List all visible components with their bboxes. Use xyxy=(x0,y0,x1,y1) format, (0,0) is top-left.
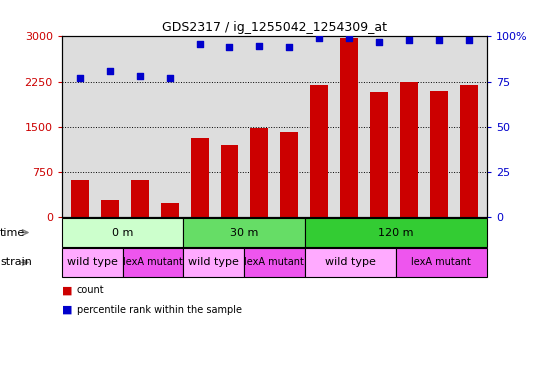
Text: percentile rank within the sample: percentile rank within the sample xyxy=(77,305,242,314)
Bar xyxy=(101,200,119,217)
Bar xyxy=(71,180,89,217)
Point xyxy=(315,35,323,41)
Bar xyxy=(131,180,148,217)
Bar xyxy=(161,203,179,217)
Text: wild type: wild type xyxy=(188,257,239,268)
Point xyxy=(136,73,144,79)
Point xyxy=(165,75,174,81)
Bar xyxy=(340,38,358,217)
Text: wild type: wild type xyxy=(325,257,376,268)
Bar xyxy=(370,92,388,217)
Point xyxy=(345,35,353,41)
Point xyxy=(405,37,413,43)
Point xyxy=(435,37,443,43)
Bar xyxy=(280,132,299,217)
Bar xyxy=(190,137,209,217)
Point xyxy=(75,75,84,81)
Text: lexA mutant: lexA mutant xyxy=(412,257,471,268)
Title: GDS2317 / ig_1255042_1254309_at: GDS2317 / ig_1255042_1254309_at xyxy=(162,21,387,34)
Bar xyxy=(430,91,448,217)
Text: 120 m: 120 m xyxy=(378,227,414,238)
Text: ■: ■ xyxy=(62,305,73,314)
Point xyxy=(225,44,234,50)
Text: 30 m: 30 m xyxy=(230,227,258,238)
Text: lexA mutant: lexA mutant xyxy=(123,257,183,268)
Text: lexA mutant: lexA mutant xyxy=(244,257,305,268)
Text: time: time xyxy=(0,227,25,238)
Bar xyxy=(400,82,418,217)
Text: 0 m: 0 m xyxy=(112,227,133,238)
Point xyxy=(105,68,114,74)
Point xyxy=(285,44,294,50)
Bar xyxy=(310,84,328,217)
Point xyxy=(255,43,264,49)
Text: wild type: wild type xyxy=(67,257,118,268)
Point xyxy=(375,39,384,45)
Point xyxy=(465,37,473,43)
Bar xyxy=(221,145,238,217)
Bar xyxy=(460,84,478,217)
Point xyxy=(195,41,204,47)
Text: strain: strain xyxy=(0,257,32,268)
Text: ■: ■ xyxy=(62,285,73,295)
Text: count: count xyxy=(77,285,104,295)
Bar xyxy=(250,128,268,217)
